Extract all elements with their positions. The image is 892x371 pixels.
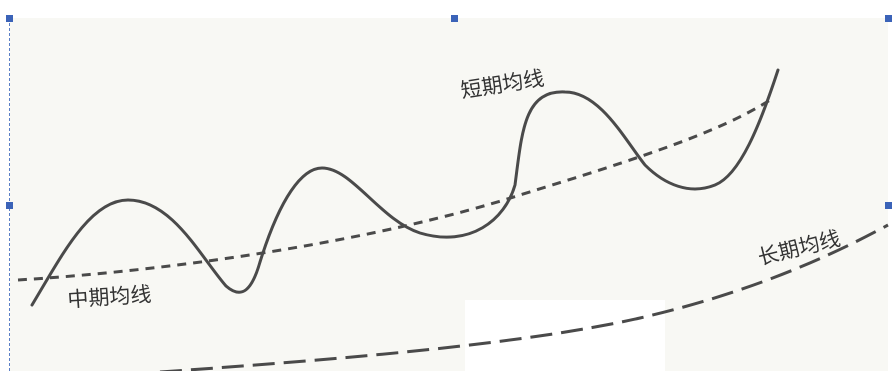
resize-handle-top-left[interactable] <box>6 15 13 22</box>
diagram-background <box>10 18 888 371</box>
mid-term-ma-line <box>17 98 771 282</box>
long-term-ma-line <box>159 223 889 371</box>
mid-term-ma-label: 中期均线 <box>67 282 152 312</box>
resize-handle-top-center[interactable] <box>451 15 458 22</box>
white-patch <box>465 300 665 371</box>
resize-handle-middle-right[interactable] <box>885 202 892 209</box>
resize-handle-middle-left[interactable] <box>6 202 13 209</box>
selection-frame-edge <box>9 18 10 371</box>
resize-handle-top-right[interactable] <box>885 15 892 22</box>
short-term-ma-line <box>30 68 780 307</box>
